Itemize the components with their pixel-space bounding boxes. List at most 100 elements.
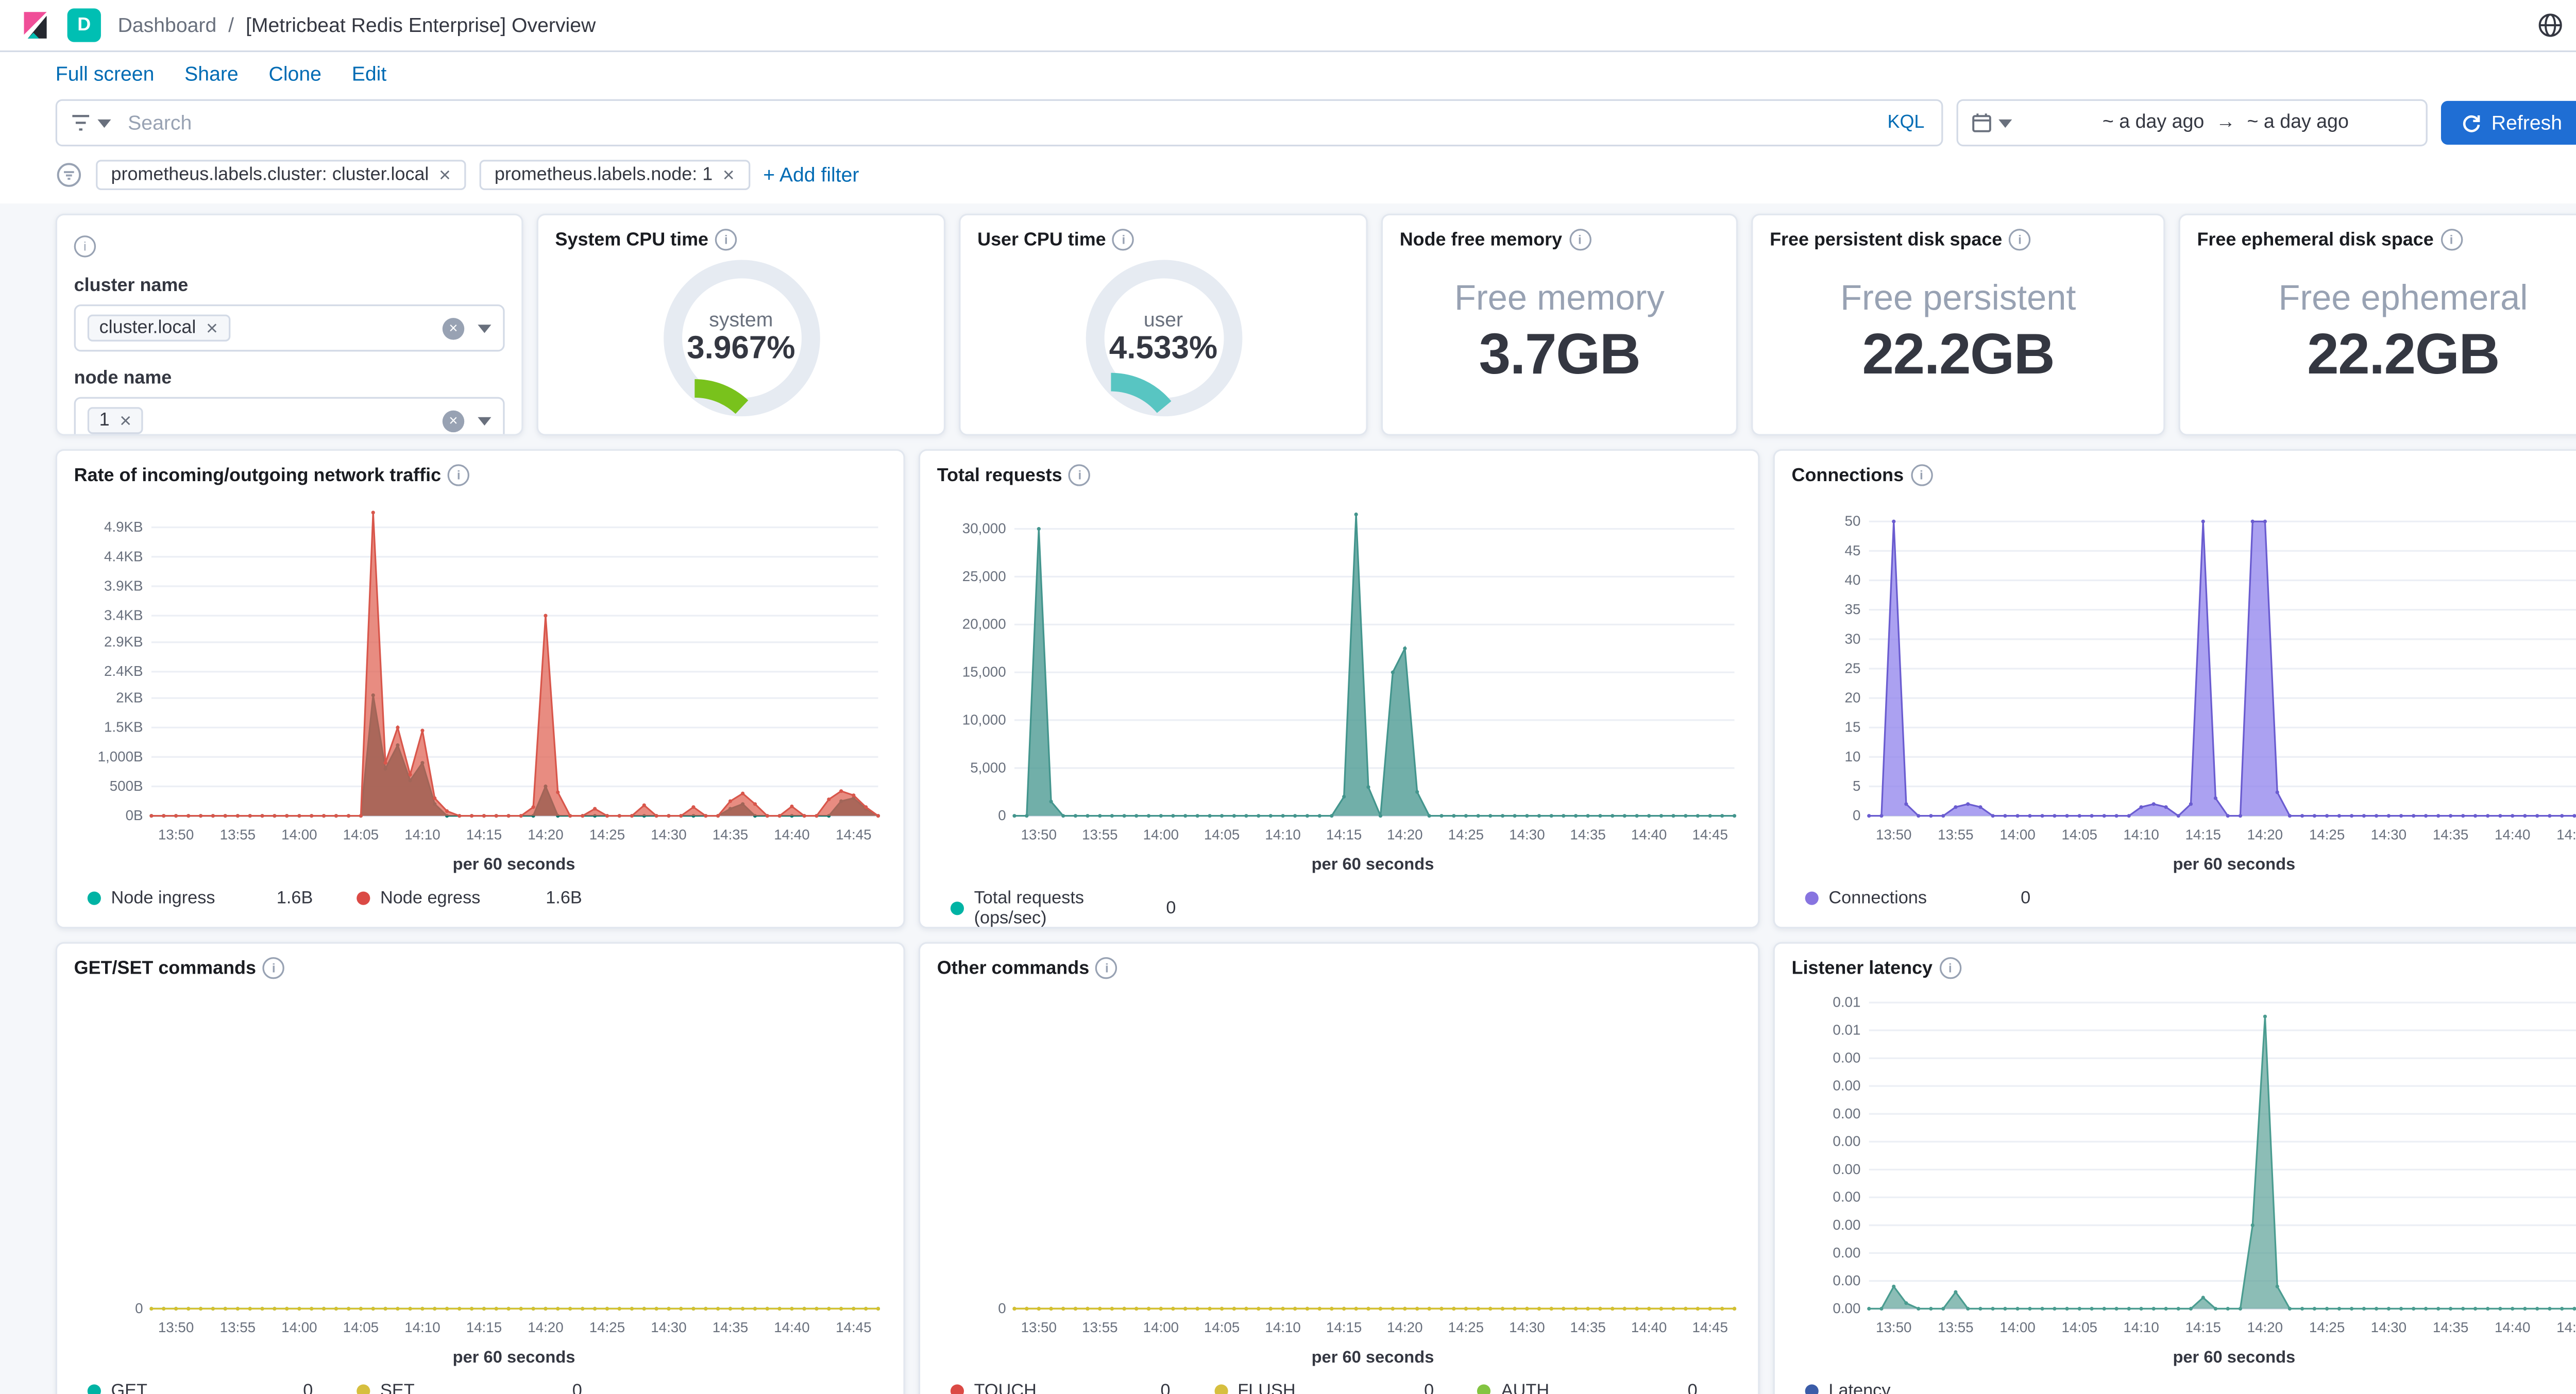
svg-text:14:35: 14:35 [2433, 1319, 2468, 1335]
metric-free-persistent: Free persistent 22.2GB [1840, 278, 2076, 386]
legend-item[interactable]: FLUSH 0 [1214, 1381, 1478, 1394]
legend-item[interactable]: GET 0 [87, 1381, 357, 1394]
breadcrumb-dashboard-link[interactable]: Dashboard [117, 13, 217, 37]
svg-text:5,000: 5,000 [970, 759, 1006, 775]
info-icon[interactable]: i [1569, 229, 1591, 251]
globe-icon[interactable] [2537, 12, 2564, 39]
query-input-group: KQL [55, 99, 1943, 147]
node-name-select[interactable]: 1 × × [74, 397, 505, 434]
menu-share[interactable]: Share [184, 62, 239, 86]
legend-label: Connections [1828, 888, 1927, 909]
legend-item[interactable]: Connections 0 [1805, 888, 2074, 908]
info-icon[interactable]: i [2440, 229, 2463, 251]
svg-text:14:00: 14:00 [281, 1319, 317, 1335]
info-icon[interactable]: i [1096, 957, 1118, 979]
legend-item[interactable]: Total requests (ops/sec) 0 [950, 888, 1219, 929]
legend-item[interactable]: TOUCH 0 [950, 1381, 1214, 1394]
svg-text:0.00: 0.00 [1833, 1078, 1860, 1094]
svg-text:15: 15 [1845, 719, 1861, 735]
remove-option-icon[interactable]: × [120, 409, 132, 433]
selected-option-pill[interactable]: 1 × [87, 407, 144, 434]
svg-text:14:30: 14:30 [651, 826, 686, 842]
refresh-button[interactable]: Refresh [2441, 100, 2576, 145]
panel-total-requests: Total requests i 0 5,000 10,000 15,000 20,000… [918, 449, 1760, 929]
panel-free-persistent-disk: Free persistent disk space i Free persist… [1751, 213, 2165, 436]
clear-icon[interactable]: × [442, 317, 465, 339]
info-icon[interactable]: i [2009, 229, 2031, 251]
info-icon[interactable]: i [1069, 464, 1091, 486]
svg-text:14:45: 14:45 [836, 1319, 871, 1335]
svg-text:13:55: 13:55 [220, 826, 256, 842]
svg-text:14:15: 14:15 [2185, 826, 2221, 842]
dashboard-menu: Full screen Share Clone Edit [56, 62, 2576, 86]
svg-text:0: 0 [1853, 807, 1860, 823]
svg-text:4.4KB: 4.4KB [104, 548, 143, 564]
network-traffic-chart: 0B 500B 1,000B 1.5KB 2KB 2.4KB 2.9KB 3.4KB 3.9KB… [74, 493, 887, 858]
legend-value: 1.6B [546, 888, 582, 909]
date-from[interactable]: ~ a day ago [2102, 112, 2205, 133]
info-icon[interactable]: i [448, 464, 470, 486]
svg-text:13:50: 13:50 [1876, 1319, 1911, 1335]
date-to[interactable]: ~ a day ago [2247, 112, 2349, 133]
legend-value: 0 [1687, 1381, 1698, 1394]
remove-option-icon[interactable]: × [206, 316, 218, 340]
panel-other-commands: Other commands i 0 13:50 13:55 14:00 14:05 14:… [918, 942, 1760, 1394]
legend-item[interactable]: Latency [1805, 1381, 2074, 1394]
svg-text:1.5KB: 1.5KB [104, 719, 143, 735]
chevron-down-icon[interactable] [478, 416, 492, 425]
legend-label: Total requests (ops/sec) [974, 888, 1084, 929]
calendar-button[interactable] [1958, 101, 2026, 145]
dashboard-row-2: Rate of incoming/outgoing network traffi… [55, 449, 2576, 929]
search-input[interactable] [124, 109, 1871, 137]
info-icon[interactable]: i [74, 235, 96, 258]
add-filter-link[interactable]: + Add filter [763, 163, 859, 187]
filter-pill-node[interactable]: prometheus.labels.node: 1 × [479, 160, 750, 190]
clear-icon[interactable]: × [442, 410, 465, 432]
legend-item[interactable]: Node ingress 1.6B [87, 888, 357, 908]
svg-text:20: 20 [1845, 690, 1861, 706]
legend-item[interactable]: AUTH 0 [1478, 1381, 1741, 1394]
menu-edit[interactable]: Edit [351, 62, 387, 86]
legend-dot [1805, 1384, 1819, 1394]
svg-text:14:15: 14:15 [466, 1319, 502, 1335]
info-icon[interactable]: i [263, 957, 285, 979]
legend-item[interactable]: Node egress 1.6B [357, 888, 625, 908]
svg-text:14:40: 14:40 [774, 1319, 809, 1335]
kql-button[interactable]: KQL [1887, 112, 1925, 133]
cluster-name-select[interactable]: cluster.local × × [74, 304, 505, 352]
remove-filter-icon[interactable]: × [439, 163, 451, 187]
filter-pill-cluster[interactable]: prometheus.labels.cluster: cluster.local… [96, 160, 466, 190]
info-icon[interactable]: i [715, 229, 737, 251]
legend-item[interactable]: SET 0 [357, 1381, 625, 1394]
menu-clone[interactable]: Clone [268, 62, 321, 86]
svg-text:14:25: 14:25 [1448, 1319, 1484, 1335]
info-icon[interactable]: i [1112, 229, 1135, 251]
svg-text:0: 0 [135, 1300, 143, 1316]
svg-text:14:00: 14:00 [1999, 826, 2035, 842]
svg-text:45: 45 [1845, 542, 1861, 558]
svg-text:14:35: 14:35 [713, 1319, 748, 1335]
selected-option-pill[interactable]: cluster.local × [87, 314, 230, 342]
legend-label: GET [111, 1381, 148, 1394]
space-avatar[interactable]: D [67, 8, 101, 42]
info-icon[interactable]: i [1939, 957, 1961, 979]
svg-text:2.4KB: 2.4KB [104, 663, 143, 679]
chevron-down-icon [1998, 118, 2012, 127]
saved-query-button[interactable] [57, 101, 125, 145]
chevron-down-icon[interactable] [478, 324, 492, 332]
remove-filter-icon[interactable]: × [722, 163, 735, 187]
svg-text:13:50: 13:50 [158, 826, 194, 842]
kibana-logo[interactable] [20, 10, 50, 41]
svg-text:14:10: 14:10 [404, 1319, 440, 1335]
svg-text:14:40: 14:40 [774, 826, 809, 842]
svg-text:14:35: 14:35 [1570, 1319, 1605, 1335]
chart-legend: GET 0 SET 0 [74, 1381, 887, 1394]
breadcrumb-separator: / [228, 13, 234, 37]
menu-full-screen[interactable]: Full screen [55, 62, 155, 86]
info-icon[interactable]: i [1910, 464, 1933, 486]
svg-text:10: 10 [1845, 749, 1861, 764]
svg-text:14:45: 14:45 [836, 826, 871, 842]
control-label-node: node name [74, 368, 172, 389]
filter-menu-icon[interactable] [56, 161, 82, 188]
legend-value: 0 [572, 1381, 582, 1394]
